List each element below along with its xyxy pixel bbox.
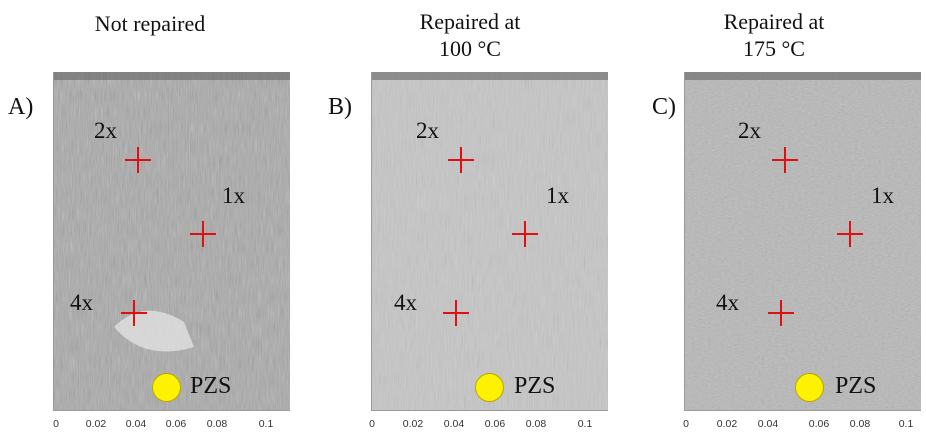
title-line: 100 °C xyxy=(439,36,501,61)
mark-label-1x: 1x xyxy=(222,183,245,208)
scan-texture xyxy=(685,72,921,410)
scan-texture xyxy=(372,72,608,410)
panel-b: Repaired at 100 °C B) 2x 1x 4x PZS 0 0.0… xyxy=(320,0,620,433)
title-line: Repaired at xyxy=(419,9,521,34)
panel-title: Repaired at 100 °C xyxy=(320,8,620,62)
damage-cross-1x xyxy=(837,221,863,247)
scan-map xyxy=(371,72,608,411)
title-line: 175 °C xyxy=(743,36,805,61)
x-tick-label: 0.1 xyxy=(898,418,914,430)
x-tick-label: 0 xyxy=(369,418,375,430)
x-tick-label: 0.04 xyxy=(443,418,465,430)
title-line: Not repaired xyxy=(94,11,206,36)
panel-c: Repaired at 175 °C C) 2x 1x 4x PZS 0 0.0… xyxy=(624,0,924,433)
x-tick-label: 0.06 xyxy=(808,418,830,430)
x-tick-label: 0.08 xyxy=(849,418,871,430)
damage-cross-4x xyxy=(443,300,469,326)
mark-label-2x: 2x xyxy=(738,118,761,143)
pzs-label: PZS xyxy=(190,373,232,399)
pzs-label: PZS xyxy=(514,373,556,399)
panel-title: Repaired at 175 °C xyxy=(624,8,924,62)
pzs-label: PZS xyxy=(835,373,877,399)
panel-label: B) xyxy=(328,94,352,120)
x-tick-label: 0.04 xyxy=(125,418,147,430)
x-tick-label: 0.1 xyxy=(577,418,593,430)
panel-label: C) xyxy=(652,94,676,120)
x-tick-label: 0.06 xyxy=(484,418,506,430)
mark-label-2x: 2x xyxy=(416,118,439,143)
x-tick-label: 0.08 xyxy=(206,418,228,430)
pzs-source-dot xyxy=(795,373,824,402)
x-tick-label: 0 xyxy=(53,418,59,430)
x-tick-label: 0.08 xyxy=(525,418,547,430)
mark-label-4x: 4x xyxy=(394,290,417,315)
pzs-source-dot xyxy=(152,373,181,402)
damage-cross-1x xyxy=(512,221,538,247)
title-line: Repaired at xyxy=(723,9,825,34)
scan-texture xyxy=(54,72,290,410)
mark-label-4x: 4x xyxy=(716,290,739,315)
mark-label-1x: 1x xyxy=(871,183,894,208)
damage-cross-4x xyxy=(121,300,147,326)
x-tick-label: 0.02 xyxy=(85,418,107,430)
x-tick-label: 0.02 xyxy=(716,418,738,430)
mark-label-1x: 1x xyxy=(546,183,569,208)
x-tick-label: 0 xyxy=(683,418,689,430)
x-tick-label: 0.1 xyxy=(258,418,274,430)
damage-cross-4x xyxy=(768,300,794,326)
damage-cross-1x xyxy=(190,221,216,247)
mark-label-4x: 4x xyxy=(70,290,93,315)
panel-label: A) xyxy=(8,94,34,120)
panel-title: Not repaired xyxy=(0,10,300,37)
x-tick-label: 0.02 xyxy=(402,418,424,430)
mark-label-2x: 2x xyxy=(94,118,117,143)
x-tick-label: 0.04 xyxy=(757,418,779,430)
scan-map xyxy=(53,72,290,411)
pzs-source-dot xyxy=(475,373,504,402)
scan-map xyxy=(684,72,921,411)
panel-a: Not repaired A) 2x 1x 4x PZS 0 0.02 0.04… xyxy=(0,0,300,433)
x-tick-label: 0.06 xyxy=(165,418,187,430)
damage-cross-2x xyxy=(448,147,474,173)
damage-cross-2x xyxy=(772,147,798,173)
damage-cross-2x xyxy=(125,147,151,173)
